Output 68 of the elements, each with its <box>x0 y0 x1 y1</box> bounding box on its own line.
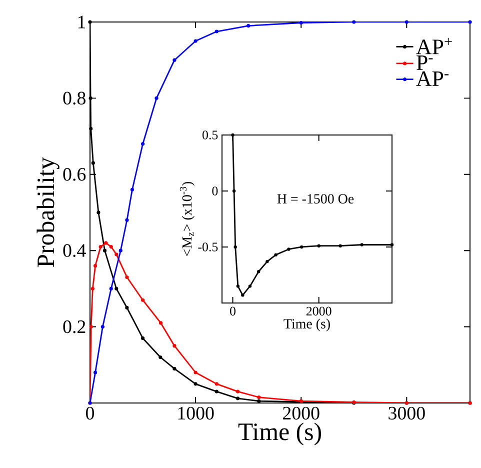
x-tick-label: 3000 <box>388 406 425 420</box>
point <box>130 188 134 192</box>
point <box>214 30 218 34</box>
point <box>194 370 198 374</box>
point <box>246 24 250 28</box>
y-tick-label: 0.4 <box>63 244 86 258</box>
point <box>214 382 218 386</box>
point <box>114 252 118 256</box>
x-axis-title: Time (s) <box>238 422 321 446</box>
point <box>90 286 94 290</box>
point <box>404 20 408 24</box>
legend-label: AP$^{+}$ <box>416 38 452 54</box>
point <box>352 20 356 24</box>
y-axis-title: <M$_{z}$> (x10$^{-3}$) <box>180 182 195 256</box>
point <box>93 264 98 268</box>
y-tick-label: -0.5 <box>198 242 218 252</box>
annotation: H = -1500 Oe <box>277 194 354 204</box>
legend-label: P$^{-}$ <box>416 56 433 70</box>
point <box>91 161 95 165</box>
x-tick-label: 0 <box>86 406 94 420</box>
point <box>125 218 129 222</box>
point <box>89 126 93 130</box>
point <box>158 355 162 360</box>
point <box>194 382 198 386</box>
point <box>109 286 113 290</box>
point <box>93 370 98 374</box>
y-tick-label: 0.5 <box>202 130 218 140</box>
point <box>102 248 107 252</box>
legend-label: AP$^{-}$ <box>416 71 449 86</box>
point <box>125 306 129 310</box>
point <box>89 324 93 329</box>
point <box>468 20 472 24</box>
point <box>88 20 92 24</box>
y-tick-label: 0.8 <box>63 92 86 105</box>
point <box>236 396 240 400</box>
point <box>140 298 145 302</box>
point <box>109 244 113 249</box>
x-tick-label: 2000 <box>283 406 320 420</box>
point <box>98 244 102 249</box>
x-tick-label: 1000 <box>178 406 214 420</box>
point <box>299 399 303 403</box>
point <box>236 390 240 394</box>
point <box>257 399 261 403</box>
point <box>299 20 303 25</box>
x-tick-label: 2000 <box>306 306 332 316</box>
point <box>257 395 261 400</box>
y-axis-title: Probability <box>36 157 60 268</box>
point <box>194 39 198 43</box>
point <box>214 390 218 394</box>
point <box>118 248 122 252</box>
y-tick-label: 1 <box>78 16 86 28</box>
point <box>158 321 163 325</box>
point <box>96 210 100 214</box>
point <box>172 58 176 62</box>
y-tick-label: 0.2 <box>63 320 86 334</box>
point <box>114 286 118 290</box>
point <box>100 324 104 329</box>
point <box>154 96 158 100</box>
point <box>172 366 176 370</box>
x-axis-title: Time (s) <box>284 318 330 332</box>
point <box>140 142 145 146</box>
point <box>172 344 176 348</box>
point <box>125 275 129 280</box>
point <box>104 241 108 245</box>
y-tick-label: 0 <box>212 186 218 196</box>
point <box>140 336 145 340</box>
point <box>88 96 92 100</box>
y-tick-label: 0.6 <box>63 168 86 181</box>
